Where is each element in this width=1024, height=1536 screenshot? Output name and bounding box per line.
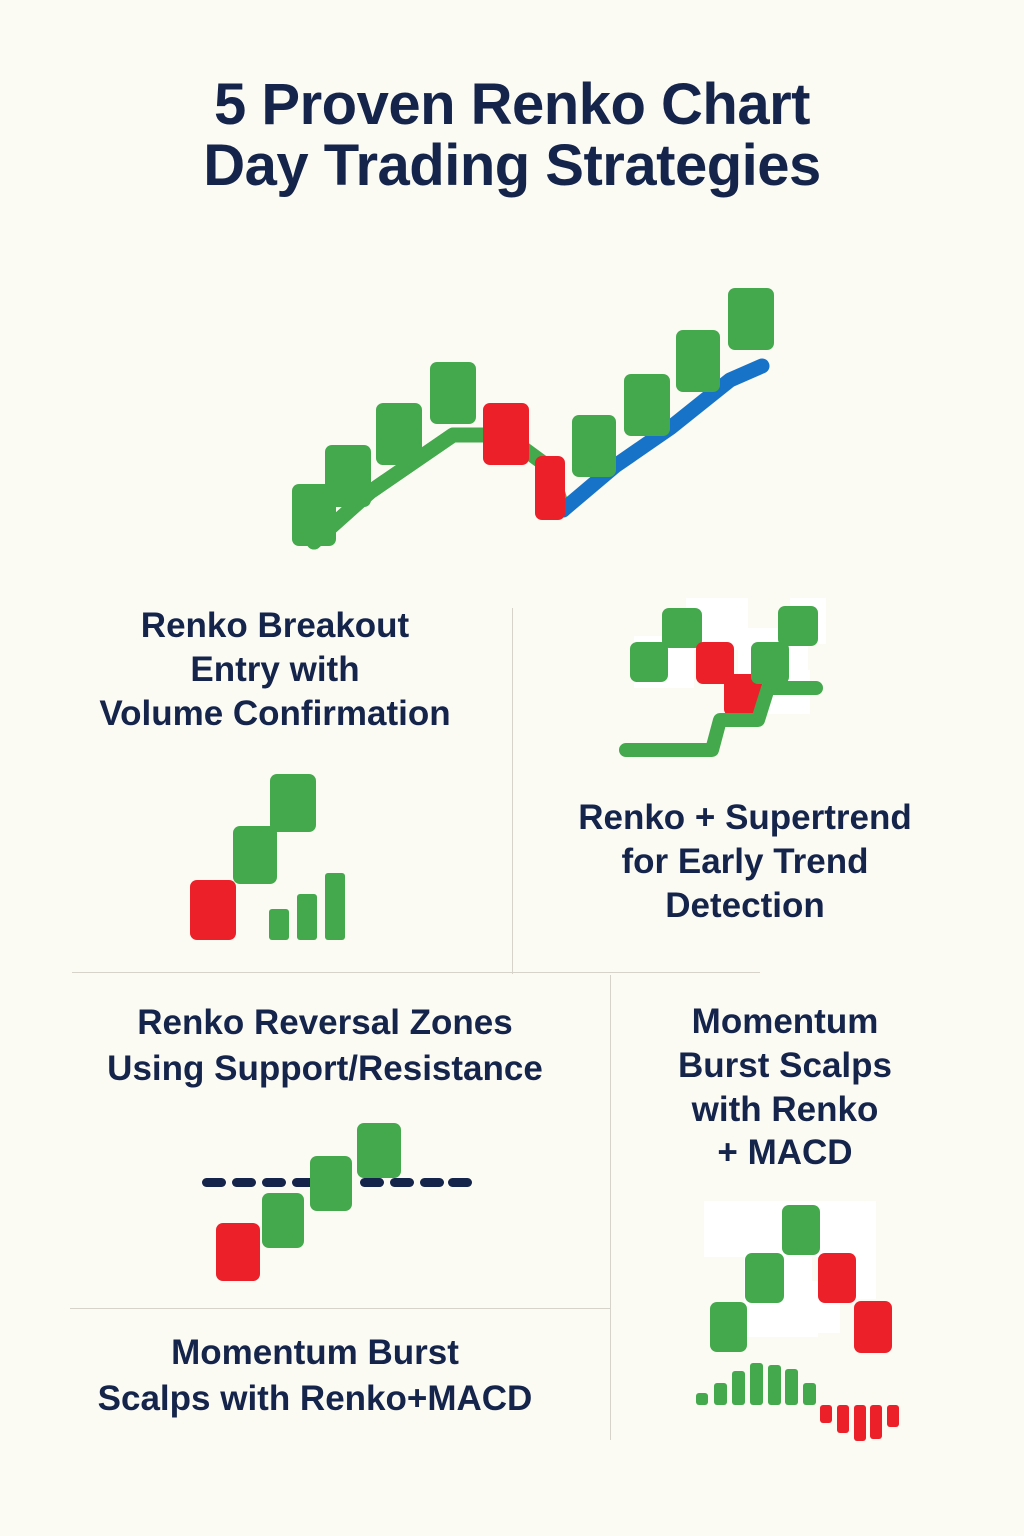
renko-brick-up	[662, 608, 702, 648]
resistance-line-dash	[390, 1178, 414, 1187]
hero-renko-chart	[270, 270, 790, 570]
heading-line: Entry with	[190, 649, 360, 689]
divider-horizontal-upper	[72, 972, 760, 974]
resistance-line-dash	[262, 1178, 286, 1187]
heading-line: for Early Trend	[621, 841, 869, 881]
renko-brick-up	[624, 374, 670, 436]
panel-momentum-right-heading: Momentum Burst Scalps with Renko + MACD	[620, 1000, 950, 1175]
renko-brick-down	[190, 880, 236, 940]
volume-bar	[297, 894, 317, 940]
macd-histogram-bar	[837, 1405, 849, 1433]
renko-brick-up	[430, 362, 476, 424]
title-line-2: Day Trading Strategies	[203, 133, 821, 199]
renko-brick-up	[325, 445, 371, 507]
heading-line: Momentum	[691, 1002, 879, 1041]
renko-brick-up	[357, 1123, 401, 1178]
breakout-renko-volume-chart	[170, 770, 360, 950]
volume-bar	[269, 909, 289, 940]
macd-histogram-bar	[750, 1363, 763, 1405]
renko-brick-up	[270, 774, 316, 832]
renko-brick-up	[751, 642, 789, 684]
divider-vertical-lower	[610, 975, 612, 1440]
macd-histogram-bar	[696, 1393, 708, 1405]
heading-line: with Renko	[691, 1089, 879, 1129]
heading-line: Renko Breakout	[140, 606, 410, 645]
macd-histogram-bar	[854, 1405, 866, 1441]
renko-brick-up	[710, 1302, 747, 1352]
macd-histogram-bar	[887, 1405, 899, 1427]
renko-brick-up	[745, 1253, 784, 1303]
renko-brick-up	[310, 1156, 352, 1211]
title-line-1: 5 Proven Renko Chart	[214, 72, 810, 137]
heading-line: Burst Scalps	[678, 1045, 892, 1085]
renko-brick-down	[854, 1301, 892, 1353]
renko-brick-up	[376, 403, 422, 465]
volume-bar	[325, 873, 345, 940]
macd-histogram-bar	[803, 1383, 816, 1405]
resistance-line-dash	[420, 1178, 444, 1187]
macd-histogram-bar	[768, 1365, 781, 1405]
heading-line: Momentum Burst	[171, 1333, 459, 1372]
renko-brick-up	[262, 1193, 304, 1248]
macd-histogram-bar	[785, 1369, 798, 1405]
macd-histogram-bar	[732, 1371, 745, 1405]
macd-histogram-bar	[870, 1405, 882, 1439]
heading-line: Using Support/Resistance	[107, 1048, 543, 1088]
heading-line: Renko Reversal Zones	[137, 1003, 513, 1042]
macd-renko-chart	[680, 1195, 930, 1445]
renko-brick-up	[778, 606, 818, 646]
supertrend-renko-chart	[619, 598, 840, 763]
page-title: 5 Proven Renko Chart Day Trading Strateg…	[0, 74, 1024, 197]
heading-line: Detection	[665, 885, 825, 925]
reversal-renko-chart	[190, 1110, 480, 1300]
renko-brick-down	[818, 1253, 856, 1303]
renko-brick-up	[676, 330, 720, 392]
panel-momentum-left-heading: Momentum Burst Scalps with Renko+MACD	[30, 1330, 600, 1421]
resistance-line-dash	[360, 1178, 384, 1187]
panel-supertrend-heading: Renko + Supertrend for Early Trend Detec…	[520, 796, 970, 927]
heading-line: + MACD	[717, 1133, 853, 1173]
renko-brick-up	[630, 642, 668, 682]
panel-reversal-heading: Renko Reversal Zones Using Support/Resis…	[40, 1000, 610, 1091]
renko-brick-up	[728, 288, 774, 350]
panel-breakout-heading: Renko Breakout Entry with Volume Confirm…	[40, 604, 510, 735]
heading-line: Volume Confirmation	[99, 693, 451, 733]
renko-brick-up	[572, 415, 616, 477]
macd-histogram-bar	[820, 1405, 832, 1423]
heading-line: Scalps with Renko+MACD	[97, 1378, 533, 1418]
supertrend-step-line	[619, 681, 823, 757]
resistance-line-dash	[448, 1178, 472, 1187]
heading-line: Renko + Supertrend	[578, 798, 912, 837]
resistance-line-dash	[202, 1178, 226, 1187]
renko-brick-up	[233, 826, 277, 884]
renko-brick-up	[782, 1205, 820, 1255]
renko-brick-down	[483, 403, 529, 465]
divider-horizontal-lower	[70, 1308, 610, 1310]
hero-trendlines	[306, 358, 770, 550]
renko-brick-down	[216, 1223, 260, 1281]
resistance-line-dash	[232, 1178, 256, 1187]
resistance-line-dash	[292, 1178, 316, 1187]
macd-histogram-bar	[714, 1383, 727, 1405]
divider-vertical-upper	[512, 608, 514, 974]
renko-brick-down	[535, 456, 565, 520]
